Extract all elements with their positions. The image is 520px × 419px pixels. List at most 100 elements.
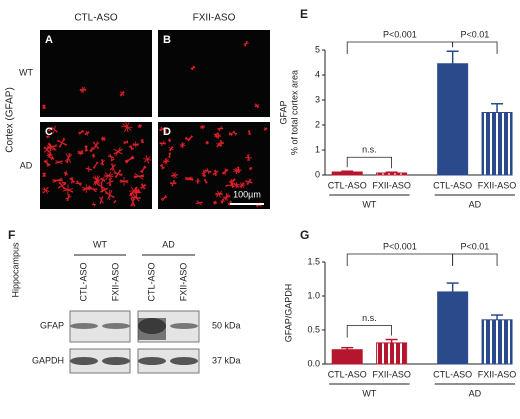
cell-process — [108, 155, 114, 158]
cell-process — [128, 145, 134, 150]
y-tick-label: 0.0 — [307, 358, 320, 368]
cell-process — [222, 168, 228, 175]
cell-process — [249, 167, 252, 170]
cell-process — [246, 179, 252, 185]
cell-process — [247, 154, 250, 162]
group-label: AD — [162, 239, 175, 249]
cell-process — [42, 104, 46, 109]
cell-process — [113, 200, 117, 203]
cell-process — [163, 131, 167, 134]
cell-process — [99, 196, 104, 204]
band — [102, 357, 130, 365]
cell-process — [160, 126, 167, 132]
bar — [481, 112, 513, 176]
cell-process — [85, 167, 92, 171]
y-tick-label: 0.5 — [307, 324, 320, 334]
y-tick-label: 1.0 — [307, 290, 320, 300]
significance-bracket — [346, 41, 454, 54]
significance-label: P<0.01 — [460, 241, 489, 251]
significance-bracket — [346, 156, 392, 169]
significance-label: P<0.001 — [383, 29, 417, 39]
cell-process — [188, 135, 194, 140]
cell-process — [121, 125, 133, 128]
cell-process — [106, 180, 114, 185]
cell-process — [42, 172, 47, 177]
significance-label: n.s. — [362, 313, 377, 323]
cell-process — [202, 174, 206, 177]
cell-process — [217, 141, 224, 145]
x-tick-label: FXII-ASO — [372, 180, 411, 190]
cell-process — [224, 193, 229, 201]
cell-process — [94, 180, 101, 183]
size-label: 50 kDa — [212, 320, 241, 330]
significance-bracket — [346, 325, 392, 338]
bar — [331, 171, 363, 176]
panel-letter: A — [45, 34, 53, 46]
cell-process — [199, 126, 206, 128]
micrograph — [158, 122, 270, 209]
cell-process — [216, 190, 221, 198]
cell-process — [254, 104, 260, 108]
cell-process — [78, 131, 85, 134]
significance-label: n.s. — [362, 145, 377, 155]
cell-process — [180, 143, 185, 148]
significance-label: P<0.01 — [460, 29, 489, 39]
cell-process — [59, 181, 65, 190]
cell-process — [109, 164, 116, 171]
group-label: AD — [469, 199, 482, 209]
cell-process — [91, 154, 96, 157]
cell-process — [185, 176, 189, 181]
panel-letter: G — [300, 228, 309, 242]
y-tick-label: 0 — [315, 169, 320, 179]
cell-process — [42, 186, 49, 194]
cell-process — [86, 130, 88, 136]
y-axis-label: % of total cortex area — [289, 70, 299, 155]
smear — [138, 318, 166, 340]
cell-process — [94, 141, 98, 150]
cell-process — [232, 130, 237, 136]
significance-bracket — [452, 253, 498, 266]
y-tick-label: 3 — [315, 94, 320, 104]
row-label: WT — [19, 67, 33, 77]
band — [70, 357, 98, 365]
lane-label: CTL-ASO — [78, 262, 88, 301]
y-tick-label: 1 — [315, 144, 320, 154]
y-tick-label: 5 — [315, 44, 320, 54]
panel-letter: D — [163, 126, 171, 138]
panel-letter: B — [163, 34, 171, 46]
cell-process — [247, 130, 252, 135]
cell-process — [131, 197, 135, 207]
cell-process — [141, 165, 145, 174]
cell-process — [94, 175, 99, 186]
side-label: Cortex (GFAP) — [5, 87, 16, 153]
cell-process — [168, 147, 174, 151]
cell-process — [123, 140, 129, 145]
band — [102, 323, 130, 329]
group-label: WT — [362, 388, 376, 398]
x-tick-label: CTL-ASO — [433, 369, 472, 379]
bar — [481, 319, 513, 365]
size-label: 37 kDa — [212, 355, 241, 365]
side-label: Hippocampus — [10, 242, 20, 298]
cell-process — [55, 160, 63, 164]
cell-process — [43, 160, 51, 166]
cell-process — [188, 177, 193, 180]
cell-process — [51, 126, 58, 133]
cell-process — [43, 146, 50, 153]
cell-process — [228, 200, 232, 206]
cell-process — [143, 158, 152, 161]
x-tick-label: FXII-ASO — [478, 180, 517, 190]
cell-process — [100, 187, 108, 193]
cell-process — [97, 183, 107, 190]
cell-process — [137, 125, 142, 128]
cell-process — [124, 157, 135, 163]
bar — [437, 291, 469, 365]
x-tick-label: FXII-ASO — [372, 369, 411, 379]
band — [170, 357, 198, 365]
cell-process — [115, 169, 121, 179]
band — [138, 357, 166, 365]
x-tick-label: CTL-ASO — [328, 369, 367, 379]
bar — [376, 172, 408, 176]
significance-bracket — [452, 41, 498, 54]
micrograph — [40, 122, 152, 209]
